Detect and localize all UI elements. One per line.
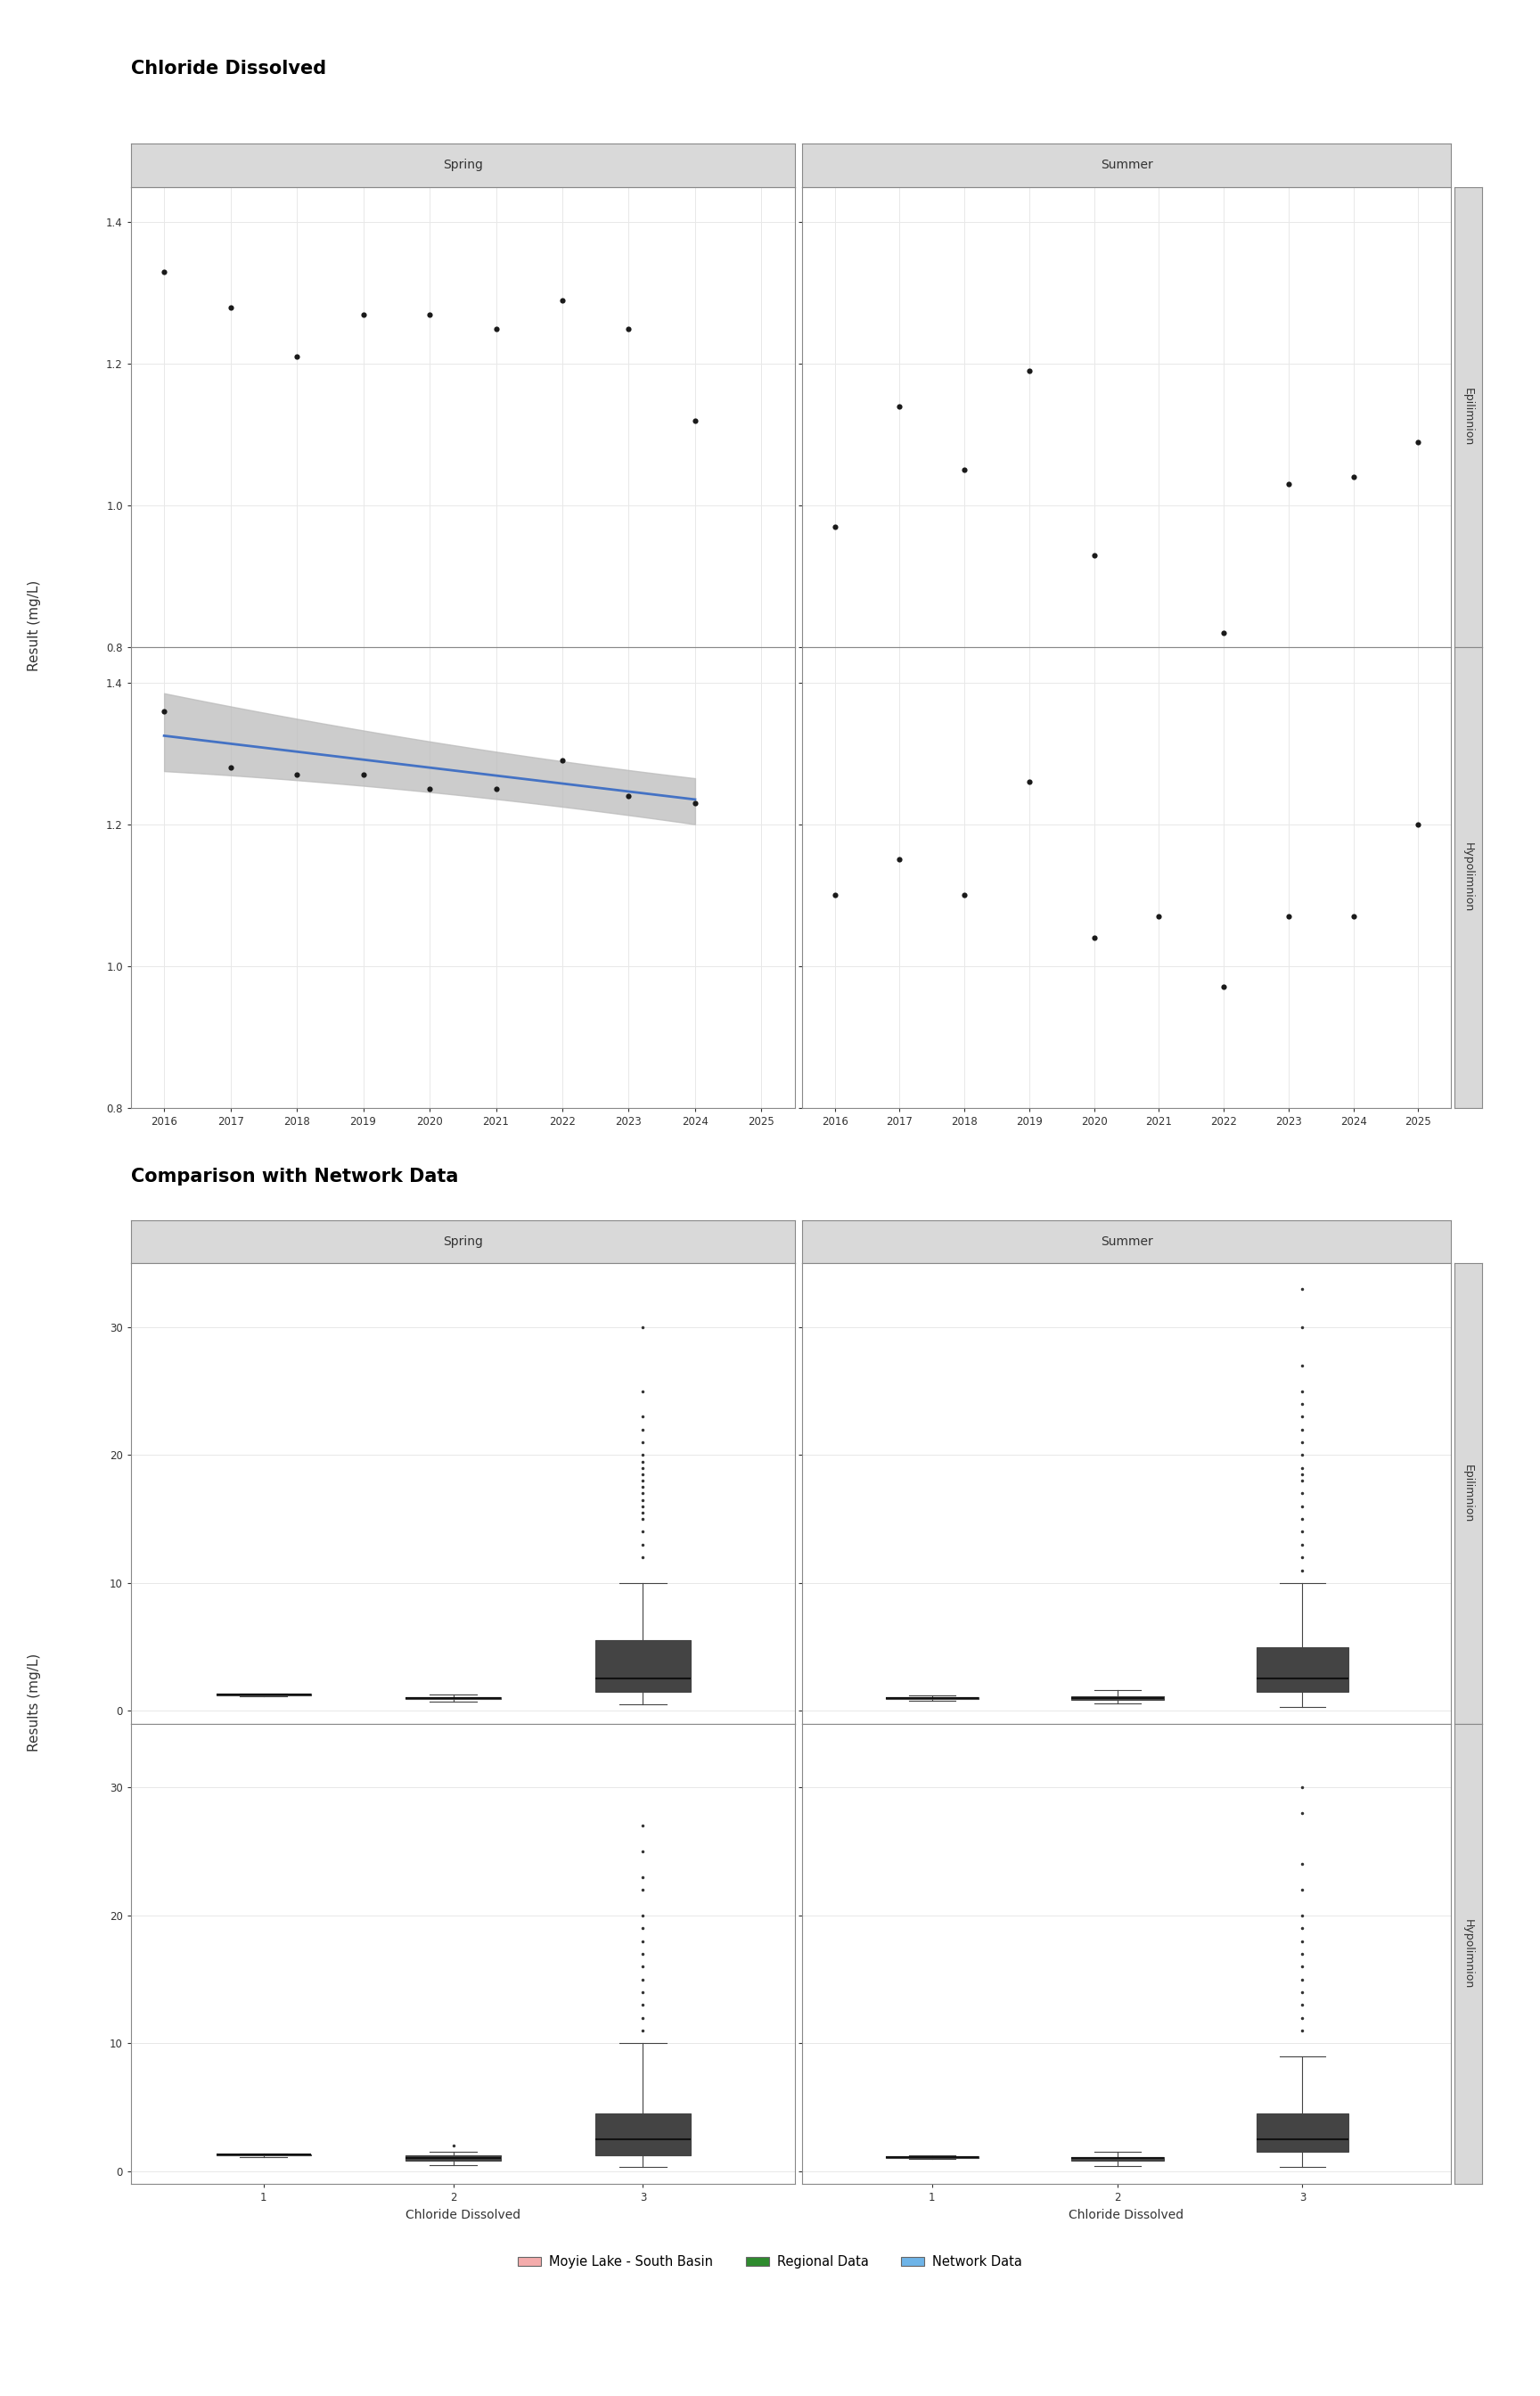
PathPatch shape	[596, 2113, 690, 2156]
Point	[219, 288, 243, 326]
Text: Epilimnion: Epilimnion	[1463, 388, 1474, 446]
PathPatch shape	[1257, 2113, 1349, 2152]
Point	[952, 877, 976, 915]
PathPatch shape	[407, 1696, 501, 1699]
Point	[1341, 458, 1366, 496]
Point	[822, 508, 847, 546]
Point	[822, 877, 847, 915]
Point	[484, 309, 508, 347]
Point	[285, 338, 310, 376]
Legend: Moyie Lake - South Basin, Regional Data, Network Data: Moyie Lake - South Basin, Regional Data,…	[513, 2250, 1027, 2274]
Point	[1212, 968, 1237, 1006]
PathPatch shape	[407, 2156, 501, 2161]
Point	[1081, 537, 1106, 575]
Point	[1277, 896, 1301, 934]
Text: Result (mg/L): Result (mg/L)	[28, 580, 40, 671]
Text: Hypolimnion: Hypolimnion	[1463, 1919, 1474, 1989]
Point	[1406, 422, 1431, 460]
Point	[887, 841, 912, 879]
Point	[1341, 896, 1366, 934]
Text: Spring: Spring	[444, 158, 482, 173]
Point	[682, 783, 707, 822]
Text: Epilimnion: Epilimnion	[1463, 1464, 1474, 1521]
Point	[1016, 762, 1041, 800]
Text: Summer: Summer	[1101, 158, 1152, 173]
Point	[1016, 352, 1041, 391]
Point	[616, 309, 641, 347]
Point	[351, 755, 376, 793]
Text: Results (mg/L): Results (mg/L)	[28, 1653, 40, 1751]
Point	[417, 769, 442, 807]
Point	[1406, 805, 1431, 843]
Point	[152, 692, 177, 731]
Point	[1277, 465, 1301, 503]
Point	[484, 769, 508, 807]
PathPatch shape	[1257, 1646, 1349, 1692]
Point	[285, 755, 310, 793]
Text: Chloride Dissolved: Chloride Dissolved	[131, 60, 326, 77]
PathPatch shape	[596, 1641, 690, 1692]
Point	[1147, 896, 1172, 934]
Point	[682, 403, 707, 441]
Text: Spring: Spring	[444, 1236, 482, 1248]
Point	[417, 295, 442, 333]
X-axis label: Chloride Dissolved: Chloride Dissolved	[1069, 2209, 1184, 2221]
PathPatch shape	[1070, 2156, 1164, 2161]
Point	[351, 295, 376, 333]
Point	[219, 748, 243, 786]
Point	[550, 280, 574, 319]
PathPatch shape	[1070, 1696, 1164, 1699]
Point	[616, 776, 641, 815]
Text: Comparison with Network Data: Comparison with Network Data	[131, 1167, 459, 1186]
Point	[952, 450, 976, 489]
Point	[887, 388, 912, 426]
Point	[1212, 613, 1237, 652]
Text: Summer: Summer	[1101, 1236, 1152, 1248]
Point	[550, 740, 574, 779]
Text: Hypolimnion: Hypolimnion	[1463, 843, 1474, 913]
Point	[152, 252, 177, 290]
X-axis label: Chloride Dissolved: Chloride Dissolved	[405, 2209, 521, 2221]
Point	[1081, 918, 1106, 956]
